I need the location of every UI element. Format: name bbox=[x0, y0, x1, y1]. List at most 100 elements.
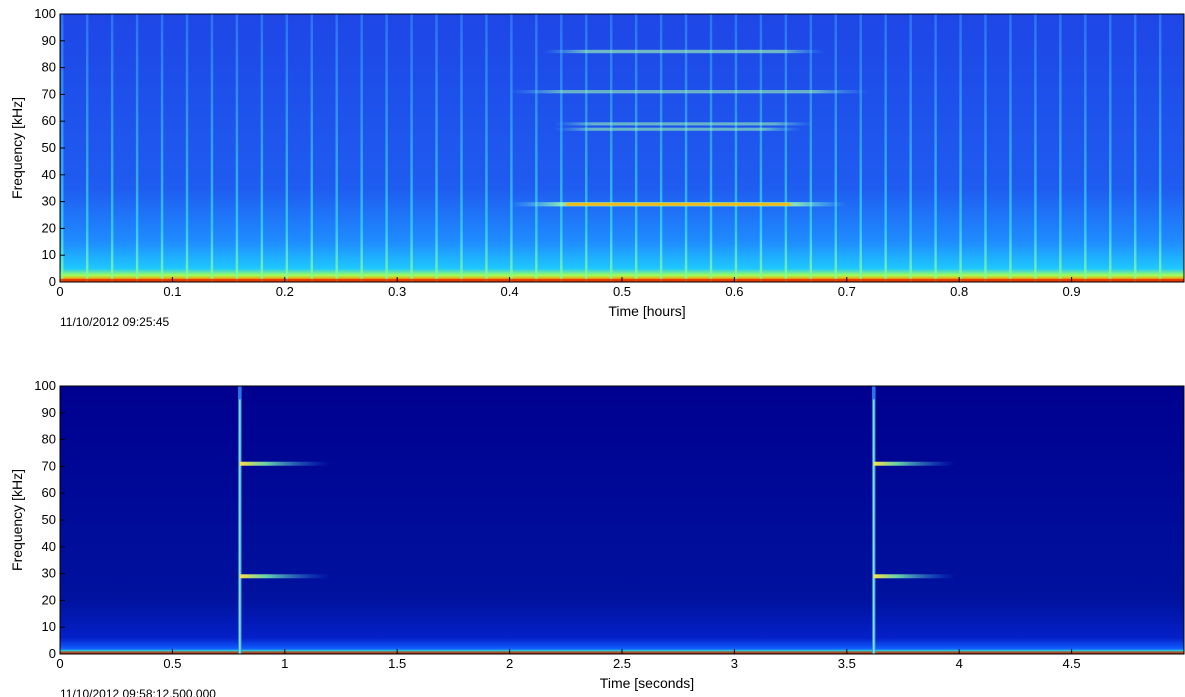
broadband-streak bbox=[110, 14, 114, 282]
y-tick-label: 10 bbox=[42, 247, 56, 262]
broadband-streak bbox=[460, 14, 463, 282]
x-tick-label: 0.6 bbox=[725, 284, 743, 299]
broadband-streak bbox=[934, 14, 937, 282]
tonal-band-core bbox=[565, 202, 791, 206]
y-tick-label: 10 bbox=[42, 619, 56, 634]
y-tick-label: 20 bbox=[42, 220, 56, 235]
tonal-band bbox=[509, 90, 870, 94]
broadband-streak bbox=[834, 14, 837, 282]
broadband-streak bbox=[185, 14, 189, 282]
broadband-streak bbox=[809, 14, 813, 282]
x-tick-label: 3.5 bbox=[838, 656, 856, 671]
x-tick-label: 4.5 bbox=[1063, 656, 1081, 671]
x-axis-label: Time [seconds] bbox=[600, 675, 694, 691]
x-tick-label: 0 bbox=[56, 284, 63, 299]
x-tick-label: 2 bbox=[506, 656, 513, 671]
broadband-streak bbox=[585, 14, 588, 282]
broadband-streak bbox=[684, 14, 688, 282]
click-pulse-core bbox=[872, 399, 875, 654]
y-tick-label: 70 bbox=[42, 86, 56, 101]
broadband-streak bbox=[385, 14, 388, 282]
y-tick-label: 30 bbox=[42, 566, 56, 581]
y-tick-label: 20 bbox=[42, 592, 56, 607]
y-axis-label: Frequency [kHz] bbox=[9, 97, 25, 199]
broadband-streak bbox=[335, 14, 338, 282]
y-tick-label: 60 bbox=[42, 485, 56, 500]
y-tick-label: 0 bbox=[49, 274, 56, 289]
y-tick-label: 40 bbox=[42, 539, 56, 554]
broadband-streak bbox=[285, 14, 289, 282]
broadband-streak bbox=[160, 14, 164, 282]
broadband-streak bbox=[135, 14, 139, 282]
broadband-streak bbox=[709, 14, 713, 282]
y-tick-label: 0 bbox=[49, 646, 56, 661]
x-axis-label: Time [hours] bbox=[608, 303, 685, 319]
broadband-streak bbox=[86, 14, 89, 282]
plot-background bbox=[60, 14, 1184, 282]
x-tick-label: 0.9 bbox=[1063, 284, 1081, 299]
click-pulse-core bbox=[239, 399, 241, 654]
timestamp-label: 11/10/2012 09:25:45 bbox=[60, 315, 170, 329]
x-tick-label: 0.2 bbox=[276, 284, 294, 299]
broadband-streak bbox=[235, 14, 239, 282]
click-harmonic bbox=[239, 461, 330, 466]
broadband-streak bbox=[610, 14, 613, 282]
x-tick-label: 3 bbox=[731, 656, 738, 671]
broadband-streak bbox=[435, 14, 438, 282]
y-tick-label: 100 bbox=[34, 6, 56, 21]
x-tick-label: 0.5 bbox=[613, 284, 631, 299]
broadband-streak bbox=[1134, 14, 1137, 282]
broadband-streak bbox=[959, 14, 962, 282]
y-tick-label: 80 bbox=[42, 432, 56, 447]
y-tick-label: 60 bbox=[42, 113, 56, 128]
plot-background bbox=[60, 386, 1184, 654]
y-tick-label: 100 bbox=[34, 378, 56, 393]
broadband-streak bbox=[784, 14, 788, 282]
y-axis-label: Frequency [kHz] bbox=[9, 469, 25, 571]
y-tick-label: 40 bbox=[42, 167, 56, 182]
x-tick-label: 0.4 bbox=[501, 284, 519, 299]
x-tick-label: 2.5 bbox=[613, 656, 631, 671]
x-tick-label: 1 bbox=[281, 656, 288, 671]
y-tick-label: 80 bbox=[42, 60, 56, 75]
broadband-streak bbox=[759, 14, 763, 282]
broadband-streak bbox=[1034, 14, 1037, 282]
broadband-streak bbox=[535, 14, 538, 282]
broadband-streak bbox=[510, 14, 513, 282]
tonal-band bbox=[543, 49, 825, 54]
x-tick-label: 0.3 bbox=[388, 284, 406, 299]
y-tick-label: 50 bbox=[42, 512, 56, 527]
x-tick-label: 0.7 bbox=[838, 284, 856, 299]
y-tick-label: 90 bbox=[42, 33, 56, 48]
broadband-streak bbox=[310, 14, 313, 282]
broadband-streak bbox=[360, 14, 363, 282]
broadband-streak bbox=[734, 14, 738, 282]
x-tick-label: 0 bbox=[56, 656, 63, 671]
x-tick-label: 1.5 bbox=[388, 656, 406, 671]
broadband-streak bbox=[909, 14, 912, 282]
broadband-streak bbox=[1009, 14, 1012, 282]
broadband-streak bbox=[1084, 14, 1087, 282]
broadband-streak bbox=[634, 14, 638, 282]
broadband-streak bbox=[260, 14, 264, 282]
broadband-streak bbox=[560, 14, 563, 282]
broadband-streak bbox=[410, 14, 413, 282]
y-tick-label: 30 bbox=[42, 194, 56, 209]
x-tick-label: 0.8 bbox=[950, 284, 968, 299]
y-tick-label: 70 bbox=[42, 458, 56, 473]
x-tick-label: 4 bbox=[956, 656, 963, 671]
broadband-streak bbox=[659, 14, 663, 282]
x-tick-label: 0.1 bbox=[163, 284, 181, 299]
y-tick-label: 50 bbox=[42, 140, 56, 155]
broadband-streak bbox=[1158, 14, 1162, 282]
tonal-band bbox=[554, 122, 814, 126]
broadband-streak bbox=[884, 14, 887, 282]
spectrogram-panel-seconds: 0 10 20 30 40 50 60 70 80 90 100 0 0.5 1 1.5 2 2.5 3 3.5 4 4… bbox=[9, 378, 1185, 697]
broadband-streak bbox=[485, 14, 488, 282]
click-harmonic bbox=[873, 574, 955, 579]
timestamp-label: 11/10/2012 09:58:12.500.000 bbox=[60, 687, 216, 697]
broadband-streak bbox=[210, 14, 214, 282]
click-harmonic bbox=[873, 461, 955, 466]
broadband-streak bbox=[1109, 14, 1112, 282]
